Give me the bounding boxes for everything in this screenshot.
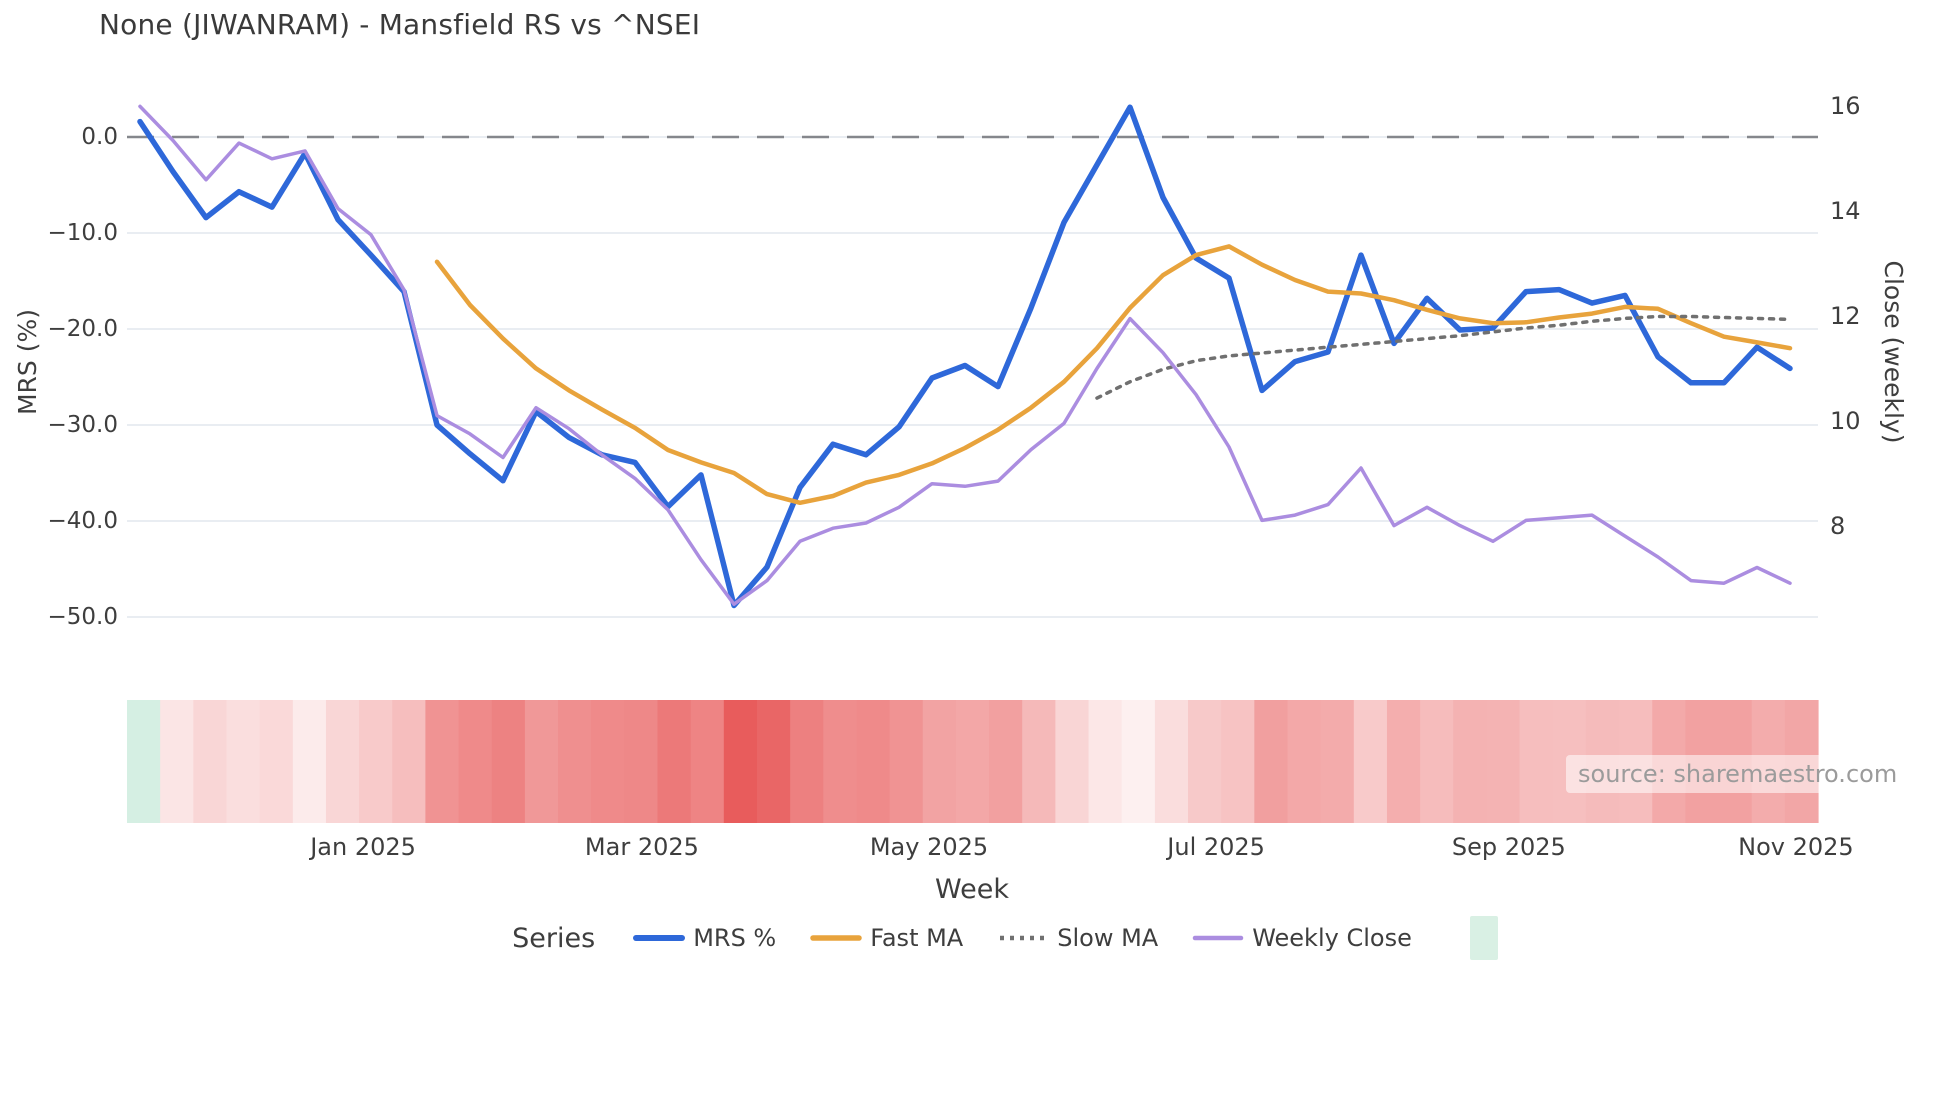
legend-title: Series [512, 922, 596, 954]
heatmap-cell [1453, 700, 1488, 823]
heatmap-cell [989, 700, 1023, 823]
heatmap-cell [591, 700, 625, 823]
heatmap-cell [524, 700, 559, 823]
heatmap-cell [359, 700, 393, 823]
left-axis-tick: −20.0 [47, 316, 118, 342]
series-line-slow-ma [1095, 314, 1792, 400]
legend-label: MRS % [693, 924, 777, 952]
series-line-mrs [137, 104, 1793, 609]
x-axis-tick: May 2025 [869, 833, 989, 861]
heatmap-cell [955, 700, 990, 823]
chart-title: None (JIWANRAM) - Mansfield RS vs ^NSEI [99, 8, 701, 41]
x-axis-tick: Jan 2025 [310, 833, 416, 861]
heatmap-cell [1353, 700, 1388, 823]
heatmap-cell [491, 700, 526, 823]
heatmap-cell [1121, 700, 1156, 823]
right-axis-tick: 14 [1830, 197, 1861, 226]
legend-item-weekly-close[interactable]: Weekly Close [1192, 924, 1412, 952]
heatmap-cell [1519, 700, 1554, 823]
heatmap-cell [1022, 700, 1056, 823]
legend: Series MRS % Fast MA Slow MA Weekly Close [0, 914, 1960, 962]
x-axis-title: Week [935, 874, 1009, 905]
heatmap-cell [756, 700, 791, 823]
legend-line-swatch-fast-ma [810, 935, 862, 941]
heatmap-cell [226, 700, 261, 823]
heatmap-cell [624, 700, 659, 823]
legend-label: Weekly Close [1252, 924, 1412, 952]
legend-label: Fast MA [870, 924, 964, 952]
heatmap-cell [657, 700, 692, 823]
x-axis-tick: Jul 2025 [1167, 833, 1265, 861]
heatmap-cell [160, 700, 194, 823]
heatmap-cell [1055, 700, 1090, 823]
heatmap-cell [889, 700, 924, 823]
heatmap-cell [1420, 700, 1454, 823]
legend-item-fast-ma[interactable]: Fast MA [810, 924, 963, 952]
left-axis-tick: −30.0 [47, 412, 118, 438]
x-axis-tick: Mar 2025 [584, 833, 699, 861]
heatmap-cell [1154, 700, 1189, 823]
heatmap-cell [325, 700, 360, 823]
legend-line-swatch-slow-ma [1000, 935, 1047, 941]
heatmap-cell [558, 700, 592, 823]
heatmap-cell [259, 700, 294, 823]
right-axis-tick: 10 [1830, 406, 1861, 435]
left-axis-tick: −50.0 [47, 604, 118, 630]
heatmap-cell [425, 700, 460, 823]
legend-item-mrs[interactable]: MRS % [633, 924, 776, 952]
right-axis-tick: 8 [1830, 511, 1846, 540]
heatmap-cell [193, 700, 228, 823]
left-axis-tick: −40.0 [47, 508, 118, 534]
heatmap-cell [127, 700, 161, 823]
source-note: source: sharemaestro.com [1566, 755, 1910, 793]
heatmap-cell [392, 700, 427, 823]
heatmap-cell [1320, 700, 1355, 823]
heatmap-cell [1188, 700, 1222, 823]
series-line-weekly-close [138, 104, 1792, 606]
right-axis-tick: 16 [1830, 92, 1861, 121]
heatmap-cell [1088, 700, 1123, 823]
heatmap-cell [723, 700, 758, 823]
left-axis-tick: −10.0 [47, 220, 118, 246]
legend-items: MRS % Fast MA Slow MA Weekly Close [633, 916, 1498, 960]
right-axis-tick: 12 [1830, 302, 1861, 330]
x-axis-tick: Nov 2025 [1738, 833, 1854, 861]
heatmap-legend-swatch[interactable] [1469, 916, 1498, 960]
heatmap-cell [1386, 700, 1421, 823]
heatmap-cell [690, 700, 725, 823]
heatmap-cell [1221, 700, 1255, 823]
series-line-fast-ma [434, 244, 1793, 506]
heatmap-cell [1287, 700, 1322, 823]
heatmap-cell [458, 700, 493, 823]
legend-line-swatch-mrs [633, 935, 686, 941]
heatmap-cell [1254, 700, 1289, 823]
heatmap-cell [856, 700, 891, 823]
legend-item-slow-ma[interactable]: Slow MA [997, 924, 1158, 952]
heatmap-cell [1486, 700, 1521, 823]
legend-label: Slow MA [1057, 924, 1159, 952]
left-axis-tick: 0.0 [81, 124, 118, 150]
legend-line-swatch-weekly-close [1192, 935, 1244, 941]
heatmap-cell [790, 700, 824, 823]
heatmap-cell [292, 700, 327, 823]
heatmap-cell [922, 700, 957, 823]
heatmap-cell [823, 700, 858, 823]
x-axis-tick: Sep 2025 [1451, 833, 1566, 861]
